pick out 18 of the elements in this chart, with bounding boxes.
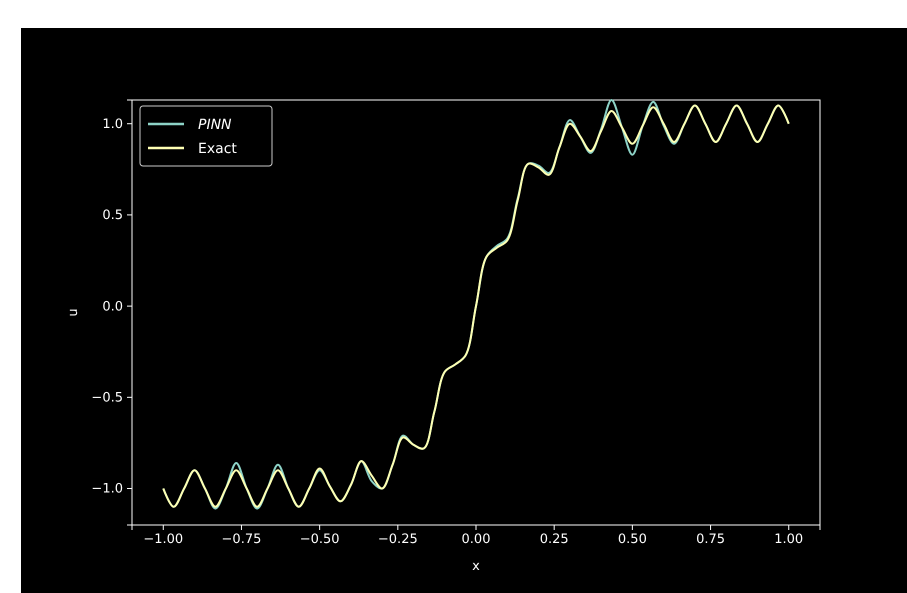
y-tick-label: 0.5 (102, 208, 123, 224)
y-tick-label: 1.0 (102, 116, 123, 132)
y-tick-label: 0.0 (102, 299, 123, 314)
legend-label: PINN (198, 117, 232, 133)
x-tick-label: 0.25 (540, 532, 569, 548)
x-tick-label: 0.00 (462, 532, 490, 548)
y-tick-label: −0.5 (91, 390, 123, 406)
x-tick-label: 0.75 (696, 532, 726, 548)
x-tick-label: −0.50 (300, 532, 340, 548)
x-tick-label: −0.25 (378, 532, 418, 548)
y-tick-label: −1.0 (91, 482, 123, 497)
x-tick-label: 0.50 (618, 532, 647, 548)
y-axis-title: u (66, 308, 81, 317)
x-tick-label: 1.00 (774, 532, 804, 548)
legend-label: Exact (198, 141, 238, 157)
x-axis-title: x (472, 559, 480, 574)
x-tick-label: −0.75 (222, 532, 262, 548)
x-tick-label: −1.00 (143, 532, 184, 548)
